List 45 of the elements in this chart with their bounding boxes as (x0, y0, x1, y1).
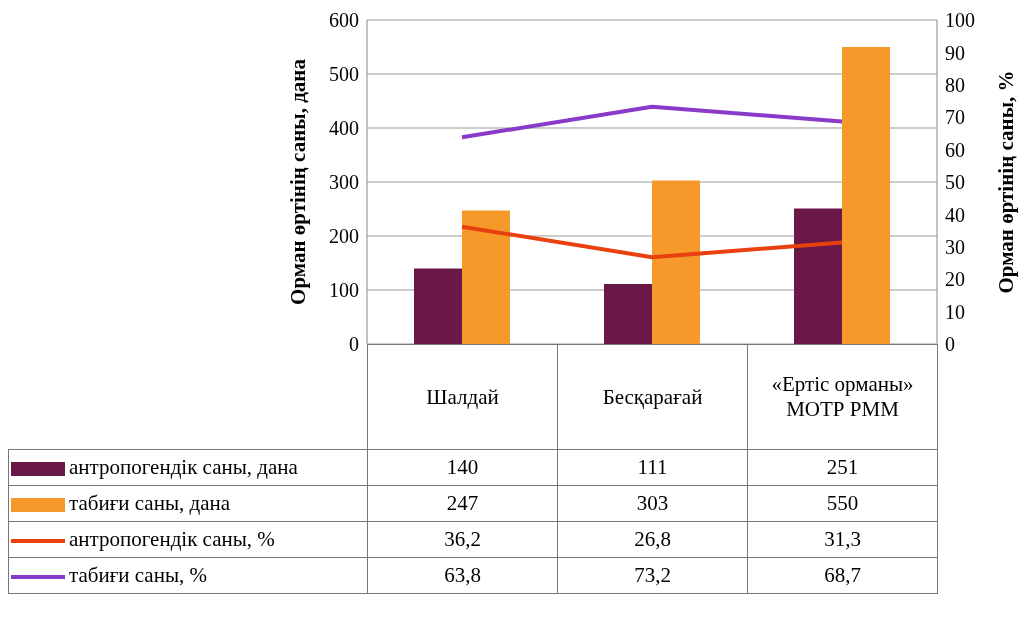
data-label: 36,2 (367, 521, 558, 558)
y2-axis-title: Орман өртінің саны, % (994, 70, 1019, 294)
data-label: 26,8 (557, 521, 748, 558)
legend-label: антропогендік саны, дана (69, 455, 298, 479)
data-label: 111 (557, 449, 748, 486)
y-tick-label: 100 (329, 279, 359, 302)
y2-tick-label: 70 (945, 106, 965, 129)
bar (462, 210, 510, 344)
bar (414, 268, 462, 344)
y2-tick-label: 50 (945, 171, 965, 194)
data-label: 247 (367, 485, 558, 522)
y-tick-label: 300 (329, 171, 359, 194)
legend-label: табиғи саны, дана (69, 491, 231, 515)
y2-tick-label: 0 (945, 333, 955, 356)
y2-tick-label: 100 (945, 9, 975, 32)
y-tick-label: 400 (329, 117, 359, 140)
y2-tick-label: 40 (945, 203, 965, 226)
y2-tick-label: 30 (945, 235, 965, 258)
data-label: 68,7 (747, 557, 938, 594)
bar (604, 284, 652, 344)
data-label: 31,3 (747, 521, 938, 558)
bar (652, 180, 700, 344)
y-tick-label: 200 (329, 225, 359, 248)
bar (842, 47, 890, 344)
y-tick-label: 0 (349, 333, 359, 356)
data-label: 550 (747, 485, 938, 522)
bar (794, 208, 842, 344)
legend-label: антропогендік саны, % (69, 527, 275, 551)
data-label: 303 (557, 485, 748, 522)
y2-tick-label: 60 (945, 138, 965, 161)
y-tick-label: 600 (329, 9, 359, 32)
data-label: 63,8 (367, 557, 558, 594)
y2-tick-label: 10 (945, 300, 965, 323)
x-tick-label: «Ертіс орманы» МОТР РММ (747, 344, 938, 450)
legend-label: табиғи саны, % (69, 563, 208, 587)
y2-tick-label: 20 (945, 268, 965, 291)
x-tick-label: Шалдай (367, 344, 558, 450)
x-tick-label: Бесқарағай (557, 344, 748, 450)
data-label: 140 (367, 449, 558, 486)
data-label: 251 (747, 449, 938, 486)
y-axis-title: Орман өртінің саны, дана (286, 58, 311, 305)
y2-tick-label: 90 (945, 41, 965, 64)
y2-tick-label: 80 (945, 73, 965, 96)
data-label: 73,2 (557, 557, 748, 594)
y-tick-label: 500 (329, 63, 359, 86)
